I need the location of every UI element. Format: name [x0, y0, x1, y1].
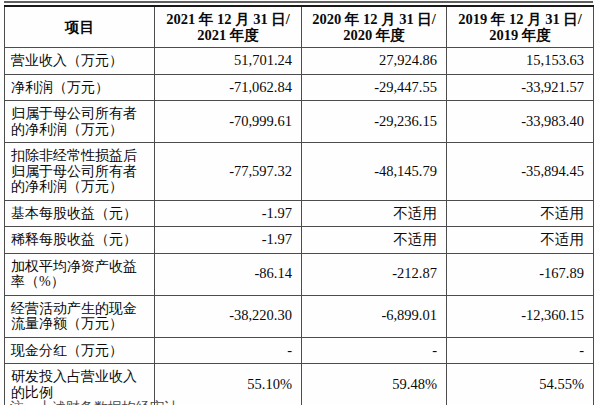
- value-cell: -: [447, 337, 594, 364]
- value-cell: -38,220.30: [155, 295, 302, 337]
- financial-summary-table: 项目 2021 年 12 月 31 日/ 2021 年度 2020 年 12 月…: [4, 1, 593, 405]
- value-cell: 55.10%: [155, 364, 302, 405]
- header-row: 项目 2021 年 12 月 31 日/ 2021 年度 2020 年 12 月…: [5, 6, 594, 48]
- col-header-2020: 2020 年 12 月 31 日/ 2020 年度: [302, 6, 447, 48]
- col-header-2019: 2019 年 12 月 31 日/ 2019 年度: [447, 6, 594, 48]
- item-cell: 净利润（万元）: [5, 74, 155, 101]
- value-cell: -: [302, 337, 447, 364]
- row-rd-expense-ratio: 研发投入占营业收入 的比例 55.10% 59.48% 54.55%: [5, 364, 594, 405]
- item-cell: 营业收入（万元）: [5, 48, 155, 75]
- value-cell: 59.48%: [302, 364, 447, 405]
- col-header-item: 项目: [5, 6, 155, 48]
- row-cash-dividend: 现金分红（万元） - - -: [5, 337, 594, 364]
- row-revenue: 营业收入（万元） 51,701.24 27,924.86 15,153.63: [5, 48, 594, 75]
- row-net-profit-parent: 归属于母公司所有者 的净利润（万元） -70,999.61 -29,236.15…: [5, 101, 594, 143]
- item-cell: 加权平均净资产收益 率（%）: [5, 253, 155, 295]
- value-cell: -1.97: [155, 227, 302, 254]
- row-net-profit: 净利润（万元） -71,062.84 -29,447.55 -33,921.57: [5, 74, 594, 101]
- value-cell: -212.87: [302, 253, 447, 295]
- row-weighted-avg-roe: 加权平均净资产收益 率（%） -86.14 -212.87 -167.89: [5, 253, 594, 295]
- item-cell: 现金分红（万元）: [5, 337, 155, 364]
- value-cell: -48,145.79: [302, 143, 447, 201]
- value-cell: -86.14: [155, 253, 302, 295]
- row-operating-cash-flow: 经营活动产生的现金 流量净额（万元） -38,220.30 -6,899.01 …: [5, 295, 594, 337]
- value-cell: -33,983.40: [447, 101, 594, 143]
- value-cell: 54.55%: [447, 364, 594, 405]
- item-cell: 稀释每股收益（元）: [5, 227, 155, 254]
- value-cell: -71,062.84: [155, 74, 302, 101]
- value-cell: 不适用: [302, 200, 447, 227]
- value-cell: -29,447.55: [302, 74, 447, 101]
- value-cell: -6,899.01: [302, 295, 447, 337]
- value-cell: 51,701.24: [155, 48, 302, 75]
- row-net-profit-parent-deducted: 扣除非经常性损益后 归属于母公司所有者 的净利润（万元） -77,597.32 …: [5, 143, 594, 201]
- row-diluted-eps: 稀释每股收益（元） -1.97 不适用 不适用: [5, 227, 594, 254]
- value-cell: -33,921.57: [447, 74, 594, 101]
- value-cell: 27,924.86: [302, 48, 447, 75]
- value-cell: 不适用: [447, 200, 594, 227]
- value-cell: 15,153.63: [447, 48, 594, 75]
- col-header-2021: 2021 年 12 月 31 日/ 2021 年度: [155, 6, 302, 48]
- value-cell: -29,236.15: [302, 101, 447, 143]
- value-cell: -12,360.15: [447, 295, 594, 337]
- value-cell: 不适用: [447, 227, 594, 254]
- document-page: 项目 2021 年 12 月 31 日/ 2021 年度 2020 年 12 月…: [0, 0, 600, 405]
- item-cell: 扣除非经常性损益后 归属于母公司所有者 的净利润（万元）: [5, 143, 155, 201]
- value-cell: 不适用: [302, 227, 447, 254]
- item-cell: 归属于母公司所有者 的净利润（万元）: [5, 101, 155, 143]
- value-cell: -77,597.32: [155, 143, 302, 201]
- value-cell: -1.97: [155, 200, 302, 227]
- value-cell: -167.89: [447, 253, 594, 295]
- footnote-clipped-text: 注：上述财务数据均经审计。: [10, 400, 192, 405]
- item-cell: 研发投入占营业收入 的比例: [5, 364, 155, 405]
- item-cell: 基本每股收益（元）: [5, 200, 155, 227]
- value-cell: -70,999.61: [155, 101, 302, 143]
- item-cell: 经营活动产生的现金 流量净额（万元）: [5, 295, 155, 337]
- row-basic-eps: 基本每股收益（元） -1.97 不适用 不适用: [5, 200, 594, 227]
- value-cell: -35,894.45: [447, 143, 594, 201]
- value-cell: -: [155, 337, 302, 364]
